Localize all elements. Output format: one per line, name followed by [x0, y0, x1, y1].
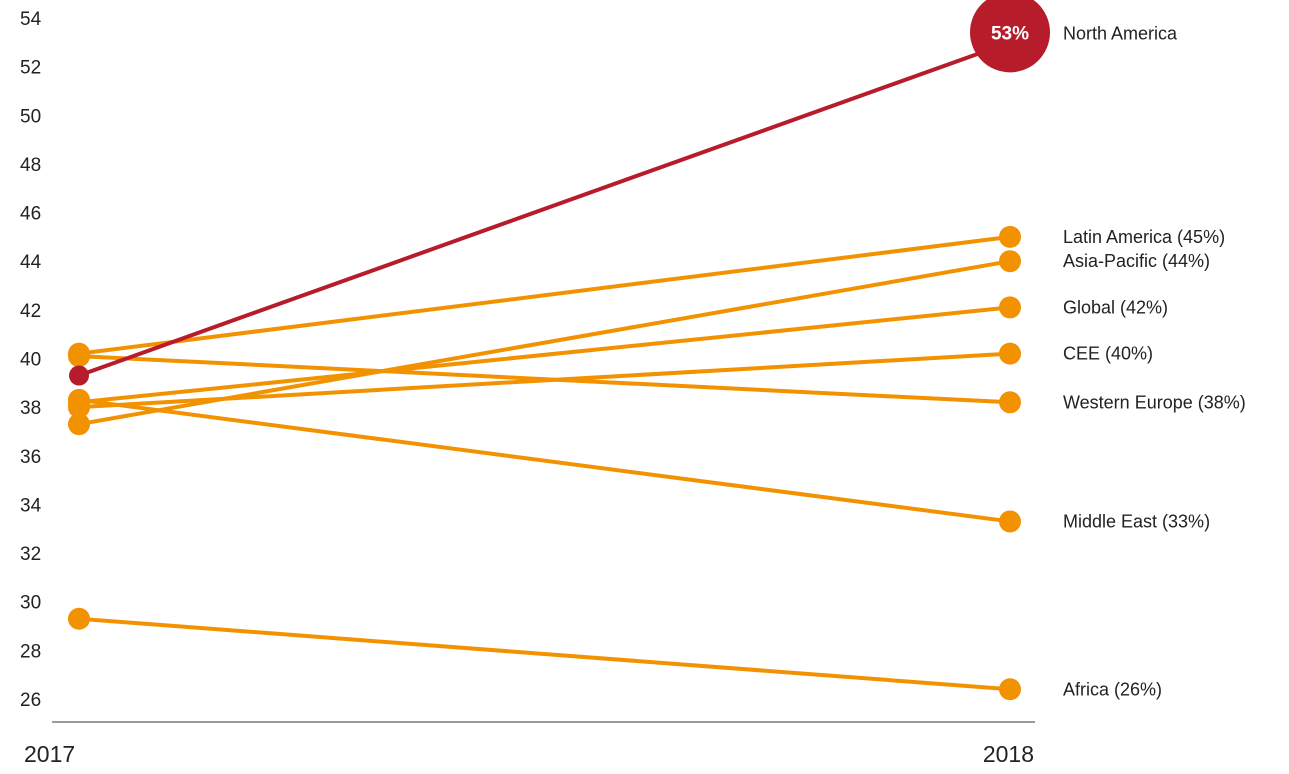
series-line: [77, 305, 1012, 405]
series-label: Asia-Pacific (44%): [1063, 251, 1210, 271]
series-point: [999, 250, 1021, 273]
series-label: North America: [1063, 23, 1178, 43]
series-labels: Latin America (45%) Asia-Pacific (44%) Glo…: [991, 23, 1246, 699]
series-point: [999, 342, 1021, 365]
y-tick-label: 36: [20, 447, 41, 468]
series-point: [68, 345, 90, 368]
y-tick-label: 32: [20, 544, 41, 565]
y-tick-label: 38: [20, 398, 41, 419]
series-line: [77, 397, 1012, 524]
y-tick-label: 44: [20, 252, 42, 273]
y-tick-label: 46: [20, 204, 41, 225]
series-point: [68, 388, 90, 411]
series-line: [77, 616, 1012, 692]
series-point: [68, 413, 90, 436]
highlight-value-label: 53%: [991, 23, 1029, 44]
series-label: Global (42%): [1063, 297, 1168, 317]
series-label: CEE (40%): [1063, 344, 1153, 364]
y-tick-label: 28: [20, 641, 41, 662]
y-tick-label: 42: [20, 301, 41, 322]
series-point: [999, 510, 1021, 533]
highlight-end-point: [970, 0, 1050, 73]
series-point: [68, 607, 90, 630]
y-tick-label: 34: [20, 495, 42, 516]
y-tick-label: 50: [20, 106, 41, 127]
series-label: Western Europe (38%): [1063, 392, 1246, 412]
y-tick-label: 40: [20, 350, 41, 371]
series-label: Middle East (33%): [1063, 511, 1210, 531]
series-label: Africa (26%): [1063, 679, 1162, 699]
y-axis: 26 28 30 32 34 36 38 40 42 44 46 48 50 52 54: [20, 9, 42, 711]
series-lines: [77, 40, 1012, 692]
x-axis: 2017 2018: [24, 721, 1035, 767]
series-point: [999, 391, 1021, 414]
series-point: [999, 296, 1021, 319]
y-tick-label: 52: [20, 58, 41, 79]
series-points: [68, 0, 1050, 701]
y-tick-label: 54: [20, 9, 42, 30]
series-label: Latin America (45%): [1063, 227, 1225, 247]
series-point: [999, 678, 1021, 701]
y-tick-label: 30: [20, 593, 41, 614]
series-line: [77, 40, 1012, 378]
series-point: [69, 365, 89, 386]
x-tick-label: 2017: [24, 741, 75, 767]
y-tick-label: 48: [20, 155, 41, 176]
series-point: [999, 225, 1021, 248]
series-line: [77, 234, 1012, 356]
x-tick-label: 2018: [983, 741, 1034, 767]
y-tick-label: 26: [20, 690, 41, 711]
series-line: [77, 354, 1012, 405]
